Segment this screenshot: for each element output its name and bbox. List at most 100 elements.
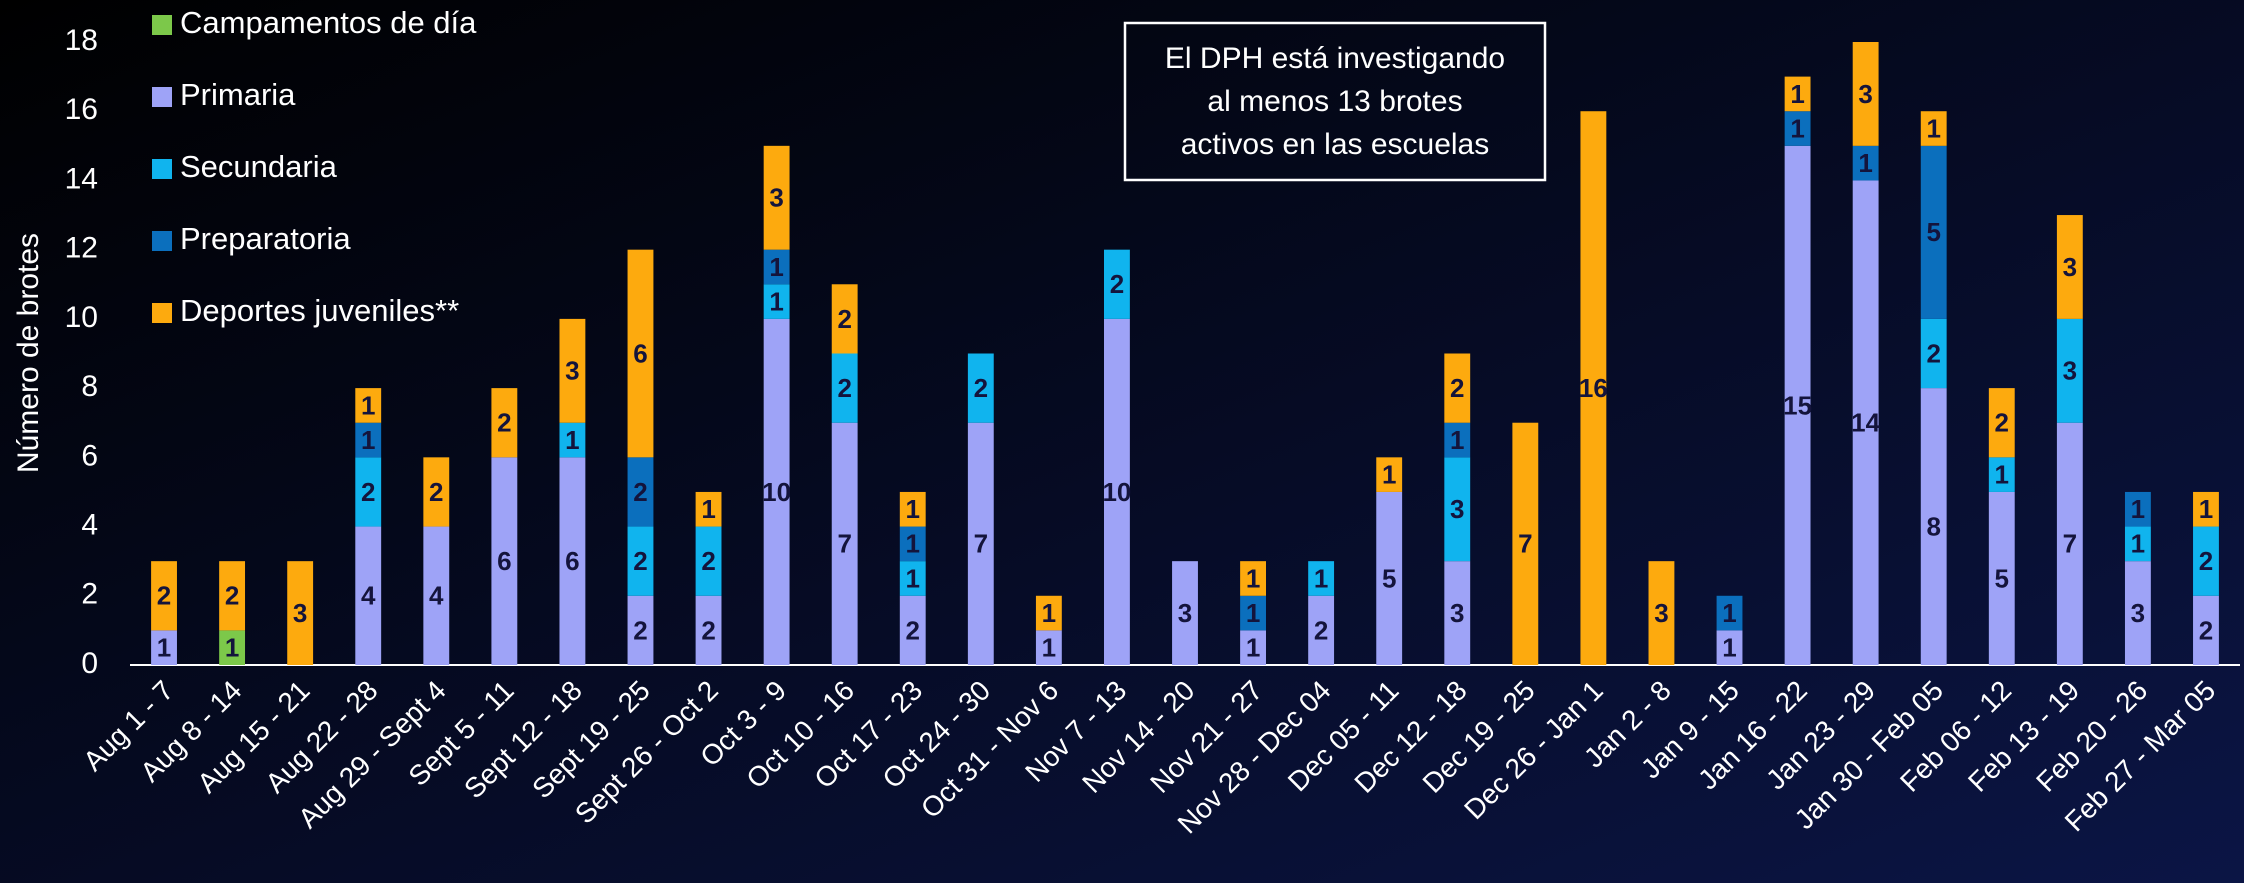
legend-label: Preparatoria (180, 221, 351, 256)
data-label: 1 (2131, 494, 2145, 524)
bar-segment (1172, 561, 1198, 665)
data-label: 1 (361, 390, 375, 420)
bar-segment (559, 422, 586, 458)
legend-swatch (152, 159, 172, 179)
data-label: 1 (157, 633, 171, 663)
data-label: 2 (2199, 546, 2213, 576)
data-label: 3 (565, 356, 579, 386)
data-label: 2 (1314, 615, 1328, 645)
bar-segment (967, 422, 994, 665)
bar-segment (695, 595, 722, 665)
data-label: 7 (837, 529, 851, 559)
data-label: 3 (1450, 598, 1464, 628)
bar-segment (1035, 595, 1062, 631)
data-label: 3 (2063, 356, 2077, 386)
bar-segment (1648, 561, 1675, 665)
data-label: 1 (1858, 148, 1872, 178)
bar-segment (2124, 526, 2151, 562)
legend-label: Campamentos de día (180, 5, 477, 40)
data-label: 3 (293, 598, 307, 628)
data-label: 4 (429, 581, 444, 611)
bar-segment (627, 595, 654, 665)
data-label: 8 (1926, 511, 1940, 541)
annotation: activos en las escuelas (1181, 128, 1490, 161)
bar-segment (899, 526, 926, 562)
data-label: 1 (1790, 79, 1804, 109)
data-label: 1 (769, 286, 783, 316)
y-tick-label: 18 (65, 24, 98, 57)
data-label: 2 (361, 477, 375, 507)
data-label: 2 (906, 615, 920, 645)
bar-segment (1308, 561, 1335, 596)
bar-segment (355, 526, 382, 665)
bar-segment (2056, 318, 2083, 423)
data-label: 5 (1926, 217, 1940, 247)
data-label: 1 (906, 494, 920, 524)
data-label: 1 (1042, 598, 1056, 628)
data-label: 2 (1110, 269, 1124, 299)
data-label: 2 (837, 373, 851, 403)
data-label: 2 (429, 477, 443, 507)
bar-segment (1240, 595, 1266, 631)
bar-segment (1240, 561, 1266, 596)
y-tick-label: 6 (81, 439, 98, 472)
data-label: 7 (2063, 529, 2077, 559)
bar-segment (1784, 145, 1811, 666)
data-label: 1 (906, 529, 920, 559)
bar-segment (1852, 180, 1879, 665)
bar-segment (899, 595, 926, 665)
data-label: 2 (633, 546, 647, 576)
bar-segment (1376, 457, 1403, 492)
data-label: 1 (565, 425, 579, 455)
bar-segment (1988, 388, 2015, 458)
bar-segment (2124, 491, 2151, 527)
legend-swatch (152, 15, 172, 35)
data-label: 5 (1995, 563, 2009, 593)
y-tick-label: 4 (81, 508, 98, 541)
data-label: 5 (1382, 563, 1396, 593)
bar-segment (1784, 111, 1811, 146)
legend-swatch (152, 303, 172, 323)
legend-swatch (152, 87, 172, 107)
bar-segment (763, 284, 790, 319)
bar-segment (1716, 595, 1743, 631)
bar-segment (219, 630, 246, 665)
data-label: 1 (1926, 113, 1940, 143)
bar-segment (1240, 630, 1266, 665)
bar-segment (2193, 595, 2219, 665)
y-tick-label: 10 (65, 301, 98, 334)
bar-segment (899, 561, 926, 596)
data-label: 3 (1654, 598, 1668, 628)
data-label: 6 (565, 546, 579, 576)
data-label: 2 (497, 408, 511, 438)
data-label: 16 (1579, 373, 1608, 403)
data-label: 1 (1790, 113, 1804, 143)
data-label: 1 (361, 425, 375, 455)
data-label: 2 (633, 615, 647, 645)
bar-segment (423, 457, 450, 527)
annotation: El DPH está investigando (1165, 42, 1505, 75)
legend-swatch (152, 231, 172, 251)
bar-segment (559, 318, 586, 423)
bar-segment (831, 422, 858, 665)
data-label: 10 (762, 477, 791, 507)
bar-segment (831, 353, 858, 423)
bar-segment (1920, 145, 1947, 319)
bar-segment (1784, 76, 1811, 112)
data-label: 2 (1926, 338, 1940, 368)
data-label: 2 (701, 615, 715, 645)
bar-segment (1580, 111, 1607, 665)
bar-segment (2056, 215, 2083, 319)
data-label: 3 (2131, 598, 2145, 628)
bar-segment (1852, 42, 1879, 146)
annotation-box (1123, 21, 1547, 182)
data-label: 2 (974, 373, 988, 403)
bar-segment (1104, 318, 1130, 665)
data-label: 1 (769, 252, 783, 282)
annotation: al menos 13 brotes (1207, 85, 1462, 118)
data-label: 1 (1042, 633, 1056, 663)
data-label: 2 (1450, 373, 1464, 403)
data-label: 1 (1450, 425, 1464, 455)
bar-segment (1444, 422, 1471, 458)
data-label: 4 (361, 581, 376, 611)
